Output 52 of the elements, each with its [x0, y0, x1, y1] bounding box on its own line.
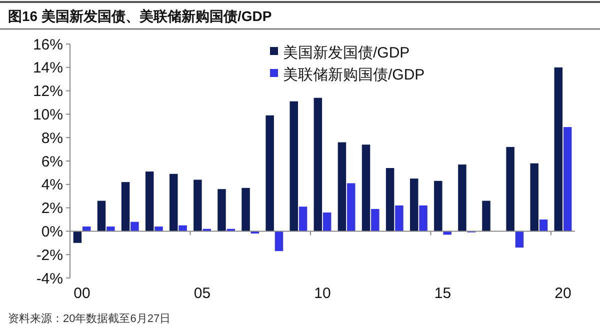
x-tick-label: 00 [74, 285, 90, 302]
legend-label: 美国新发国债/GDP [283, 44, 410, 62]
bar [194, 180, 202, 232]
bar [434, 180, 442, 232]
x-tick-label: 20 [554, 285, 572, 302]
bar [290, 101, 298, 232]
y-tick-label: 6% [41, 153, 63, 170]
bar [539, 220, 548, 232]
y-tick-label: 10% [32, 106, 63, 124]
x-tick-label: 10 [314, 285, 331, 302]
bar [482, 200, 490, 232]
bar [242, 188, 250, 232]
bar [458, 164, 466, 232]
x-tick-label: 05 [194, 285, 211, 302]
bar [563, 127, 572, 232]
bar [347, 183, 356, 232]
bar [554, 67, 563, 232]
bar [130, 222, 139, 232]
y-tick-label: -4% [36, 270, 63, 288]
bar [218, 189, 226, 232]
y-tick-label: 8% [41, 130, 63, 147]
bar [121, 182, 130, 232]
text: 资料来源：20年数据截至6月27日 [8, 312, 171, 325]
bar [410, 178, 418, 232]
bar [274, 231, 284, 252]
bar [338, 142, 346, 232]
y-tick-label: 2% [41, 200, 63, 218]
y-tick-label: 14% [32, 60, 63, 77]
y-tick-label: 16% [32, 36, 63, 54]
bar [371, 208, 380, 232]
bar [506, 146, 514, 232]
bar [322, 212, 332, 232]
bar [97, 200, 106, 232]
bar [298, 206, 308, 232]
bar [170, 174, 178, 232]
bar [419, 205, 428, 232]
bar [386, 168, 394, 232]
y-tick-label: 4% [41, 176, 63, 194]
bar [395, 205, 404, 232]
bar [314, 98, 322, 232]
bar [145, 172, 154, 232]
y-tick-label: 12% [32, 83, 63, 100]
bar [530, 163, 538, 232]
x-tick-label: 15 [434, 285, 452, 302]
bar [73, 231, 82, 243]
y-tick-label: 0% [41, 223, 63, 240]
bar [266, 115, 274, 232]
legend-label: 美联储新购国债/GDP [283, 66, 425, 84]
bar [362, 144, 370, 232]
bar [515, 231, 524, 248]
chart-title: 图16 美国新发国债、美联储新购国债/GDP [8, 8, 272, 24]
y-tick-label: -2% [36, 246, 63, 264]
